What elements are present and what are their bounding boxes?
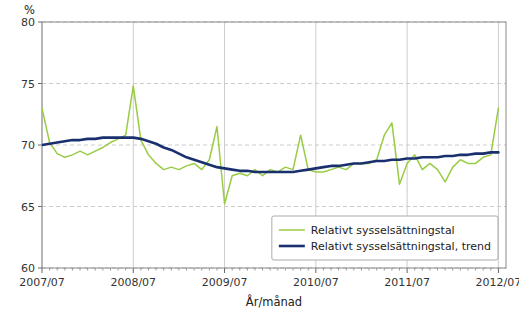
- x-grid-line: [224, 22, 225, 268]
- x-tick: [315, 268, 316, 273]
- y-tick: [38, 206, 42, 207]
- x-tick: [133, 268, 134, 273]
- y-tick-label: 60: [21, 262, 35, 275]
- x-grid-line: [133, 22, 134, 268]
- y-axis-label: %: [24, 3, 35, 17]
- y-tick: [38, 83, 42, 84]
- x-tick-label: 2011/07: [384, 276, 430, 289]
- y-tick: [38, 145, 42, 146]
- x-tick-label: 2008/07: [110, 276, 156, 289]
- y-tick-label: 65: [21, 201, 35, 214]
- y-grid-line: [42, 206, 506, 207]
- data: [42, 86, 498, 204]
- legend-label: Relativt sysselsättningstal, trend: [311, 240, 491, 253]
- chart: 60 65 70 75 80 2007/07 2008/07 2009/07 2010/07 20…: [0, 0, 519, 312]
- x-tick-label: 2009/07: [202, 276, 248, 289]
- x-tick: [498, 268, 499, 273]
- y-tick-label: 75: [21, 78, 35, 91]
- x-tick-label: 2012/07: [476, 276, 519, 289]
- x-tick-label: 2007/07: [19, 276, 65, 289]
- x-tick: [224, 268, 225, 273]
- x-tick: [407, 268, 408, 273]
- legend-label: Relativt sysselsättningstal: [311, 224, 455, 237]
- legend-swatch: [279, 245, 305, 248]
- y-grid-line: [42, 83, 506, 84]
- x-axis-label: År/månad: [246, 294, 302, 309]
- series-line: [42, 138, 498, 172]
- x-tick-label: 2010/07: [293, 276, 339, 289]
- x-tick: [42, 268, 43, 273]
- y-grid-line: [42, 145, 506, 146]
- legend-frame: [272, 216, 498, 260]
- series-line: [42, 86, 498, 204]
- y-tick-label: 80: [21, 16, 35, 29]
- axes: 60 65 70 75 80 2007/07 2008/07 2009/07 2010/07 20…: [19, 16, 519, 289]
- y-tick: [38, 268, 42, 269]
- legend-swatch: [279, 229, 305, 231]
- y-tick-label: 70: [21, 139, 35, 152]
- plot-frame: [42, 22, 506, 268]
- legend: Relativt sysselsättningstal Relativt syss…: [272, 216, 498, 260]
- grid: [42, 22, 506, 268]
- y-tick: [38, 22, 42, 23]
